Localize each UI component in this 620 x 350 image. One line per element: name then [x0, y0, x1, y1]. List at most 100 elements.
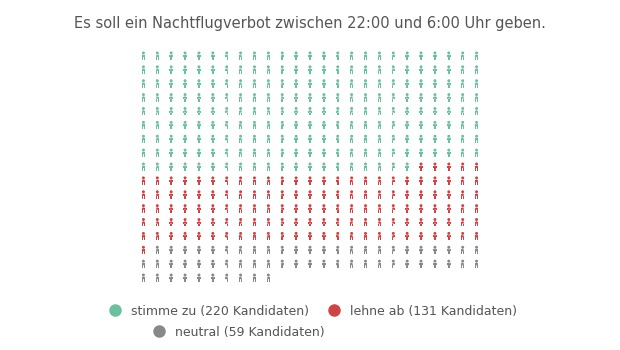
- Circle shape: [225, 65, 228, 68]
- Polygon shape: [211, 221, 214, 224]
- Polygon shape: [392, 238, 393, 240]
- Polygon shape: [281, 96, 283, 99]
- Polygon shape: [392, 265, 393, 268]
- Polygon shape: [421, 57, 422, 60]
- Polygon shape: [211, 55, 214, 57]
- Polygon shape: [239, 97, 240, 99]
- Polygon shape: [463, 57, 464, 60]
- Polygon shape: [322, 221, 325, 224]
- Polygon shape: [198, 265, 199, 268]
- Circle shape: [170, 176, 172, 179]
- Circle shape: [253, 204, 256, 207]
- Polygon shape: [461, 57, 463, 60]
- Polygon shape: [311, 97, 312, 99]
- Polygon shape: [406, 96, 409, 99]
- Circle shape: [142, 274, 145, 276]
- Polygon shape: [239, 236, 240, 238]
- Polygon shape: [322, 83, 323, 85]
- Polygon shape: [350, 263, 351, 265]
- Polygon shape: [448, 126, 449, 129]
- Polygon shape: [142, 210, 143, 212]
- Polygon shape: [211, 69, 212, 71]
- Polygon shape: [158, 111, 159, 113]
- Polygon shape: [239, 57, 241, 60]
- Polygon shape: [169, 222, 171, 224]
- Polygon shape: [294, 97, 295, 99]
- Polygon shape: [144, 124, 145, 126]
- Polygon shape: [461, 83, 464, 85]
- Polygon shape: [380, 236, 381, 238]
- Circle shape: [461, 232, 464, 235]
- Polygon shape: [433, 124, 434, 126]
- Polygon shape: [477, 55, 478, 57]
- Polygon shape: [185, 265, 186, 268]
- Polygon shape: [406, 152, 409, 154]
- Circle shape: [184, 135, 187, 138]
- Polygon shape: [308, 194, 309, 196]
- Circle shape: [475, 135, 478, 138]
- Polygon shape: [447, 55, 448, 57]
- Polygon shape: [239, 166, 240, 168]
- Polygon shape: [227, 126, 228, 129]
- Circle shape: [392, 246, 395, 249]
- Polygon shape: [448, 208, 450, 210]
- Polygon shape: [170, 182, 171, 185]
- Circle shape: [142, 260, 145, 262]
- Polygon shape: [227, 196, 228, 199]
- Polygon shape: [339, 124, 340, 126]
- Circle shape: [267, 162, 270, 166]
- Polygon shape: [184, 152, 187, 154]
- Polygon shape: [434, 113, 435, 116]
- Polygon shape: [364, 222, 365, 224]
- Polygon shape: [448, 265, 449, 268]
- Polygon shape: [226, 277, 228, 279]
- Polygon shape: [296, 224, 298, 226]
- Polygon shape: [211, 69, 214, 71]
- Polygon shape: [255, 83, 256, 85]
- Polygon shape: [239, 180, 240, 182]
- Polygon shape: [322, 180, 323, 182]
- Circle shape: [309, 65, 311, 68]
- Polygon shape: [378, 140, 379, 143]
- Polygon shape: [476, 69, 478, 71]
- Circle shape: [433, 190, 436, 193]
- Polygon shape: [200, 97, 201, 99]
- Polygon shape: [350, 210, 352, 212]
- Polygon shape: [421, 126, 422, 129]
- Polygon shape: [408, 194, 409, 196]
- Polygon shape: [255, 152, 256, 154]
- Circle shape: [405, 93, 409, 96]
- Polygon shape: [184, 57, 185, 60]
- Circle shape: [156, 65, 159, 68]
- Polygon shape: [142, 138, 143, 140]
- Polygon shape: [199, 71, 200, 74]
- Polygon shape: [211, 97, 212, 99]
- Polygon shape: [186, 277, 187, 279]
- Polygon shape: [200, 180, 201, 182]
- Polygon shape: [309, 263, 311, 265]
- Polygon shape: [172, 263, 173, 265]
- Polygon shape: [281, 126, 282, 129]
- Polygon shape: [186, 166, 187, 168]
- Polygon shape: [463, 238, 464, 240]
- Polygon shape: [394, 263, 395, 265]
- Polygon shape: [350, 85, 352, 88]
- Polygon shape: [308, 124, 309, 126]
- Polygon shape: [156, 251, 157, 254]
- Polygon shape: [475, 236, 476, 238]
- Polygon shape: [170, 210, 171, 212]
- Polygon shape: [448, 196, 449, 199]
- Circle shape: [239, 135, 242, 138]
- Circle shape: [239, 246, 242, 249]
- Circle shape: [420, 218, 422, 221]
- Circle shape: [156, 162, 159, 166]
- Polygon shape: [309, 168, 310, 171]
- Circle shape: [433, 93, 436, 96]
- Polygon shape: [297, 111, 298, 113]
- Polygon shape: [295, 168, 296, 171]
- Polygon shape: [477, 249, 478, 251]
- Polygon shape: [392, 208, 394, 210]
- Polygon shape: [477, 168, 478, 171]
- Polygon shape: [350, 96, 353, 99]
- Polygon shape: [463, 113, 464, 116]
